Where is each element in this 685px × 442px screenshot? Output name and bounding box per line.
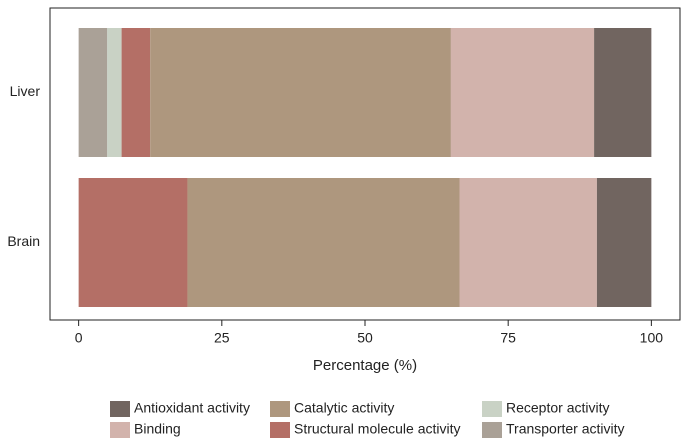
- legend-label: Antioxidant activity: [134, 400, 250, 416]
- legend-swatch: [270, 401, 290, 417]
- x-tick-label: 50: [357, 330, 373, 346]
- legend-swatch: [270, 422, 290, 438]
- x-tick-label: 0: [75, 330, 83, 346]
- bar-segment: [78, 178, 188, 307]
- legend-swatch: [482, 422, 502, 438]
- bar-segment: [596, 178, 652, 307]
- legend-label: Structural molecule activity: [294, 421, 461, 437]
- x-tick-label: 100: [640, 330, 664, 346]
- legend-label: Transporter activity: [506, 421, 625, 437]
- bar-segment: [594, 28, 652, 157]
- x-tick-label: 75: [500, 330, 516, 346]
- legend-label: Binding: [134, 421, 181, 437]
- x-axis-label: Percentage (%): [313, 357, 417, 374]
- bar-segment: [459, 178, 597, 307]
- y-tick-label: Brain: [7, 233, 40, 249]
- bar-segment: [150, 28, 451, 157]
- y-tick-label: Liver: [10, 83, 41, 99]
- bar-segment: [107, 28, 122, 157]
- legend-label: Catalytic activity: [294, 400, 394, 416]
- legend-swatch: [110, 401, 130, 417]
- x-tick-label: 25: [214, 330, 230, 346]
- bar-segment: [450, 28, 595, 157]
- legend-swatch: [110, 422, 130, 438]
- bar-segment: [187, 178, 460, 307]
- legend-label: Receptor activity: [506, 400, 609, 416]
- legend-swatch: [482, 401, 502, 417]
- bar-segment: [121, 28, 151, 157]
- bar-segment: [78, 28, 108, 157]
